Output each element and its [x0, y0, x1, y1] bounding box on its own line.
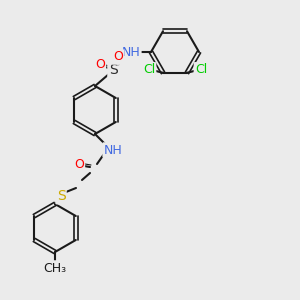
Text: O: O	[113, 50, 123, 64]
Text: S: S	[57, 189, 65, 203]
Text: NH: NH	[122, 46, 140, 59]
Text: O: O	[95, 58, 105, 71]
Text: S: S	[109, 63, 117, 77]
Text: Cl: Cl	[195, 63, 207, 76]
Text: Cl: Cl	[143, 63, 155, 76]
Text: NH: NH	[103, 143, 122, 157]
Text: O: O	[74, 158, 84, 170]
Text: CH₃: CH₃	[44, 262, 67, 275]
